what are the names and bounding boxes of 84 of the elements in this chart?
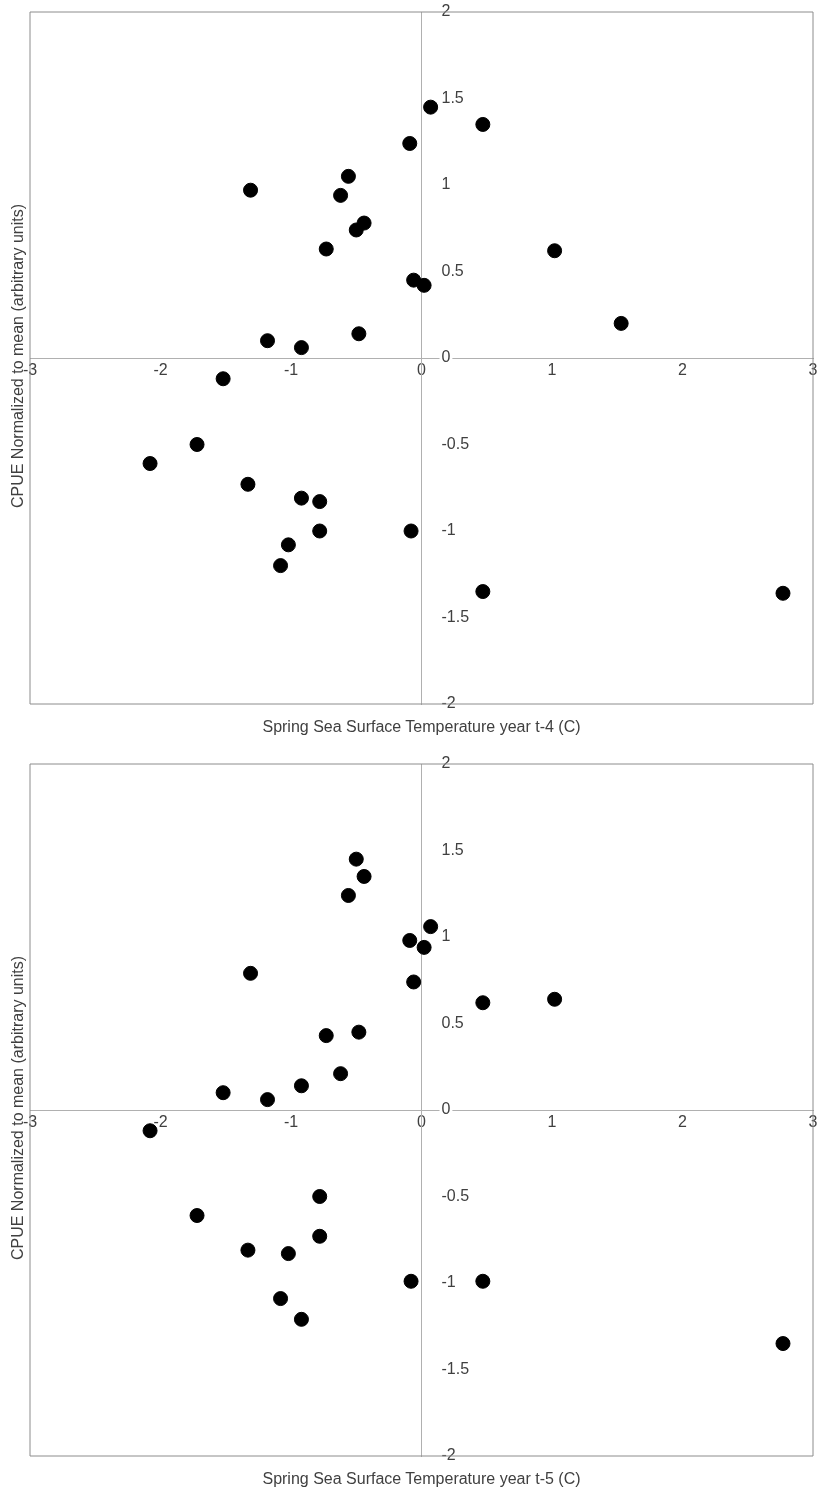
point bbox=[775, 585, 791, 601]
point bbox=[215, 1085, 231, 1101]
point bbox=[312, 523, 328, 539]
x-tick-label: -1 bbox=[283, 1113, 299, 1131]
point bbox=[423, 919, 439, 935]
y-tick-label: -1 bbox=[441, 521, 456, 539]
y-tick-label: 0 bbox=[441, 348, 451, 366]
point bbox=[340, 168, 356, 184]
point bbox=[348, 222, 364, 238]
point bbox=[293, 490, 309, 506]
point bbox=[273, 1291, 289, 1307]
point bbox=[280, 537, 296, 553]
point bbox=[416, 939, 432, 955]
y-tick-label: 0.5 bbox=[441, 261, 464, 279]
y-tick-label: -1 bbox=[441, 1273, 456, 1291]
point bbox=[775, 1336, 791, 1352]
point bbox=[613, 315, 629, 331]
y-tick-label: 1 bbox=[441, 175, 451, 193]
y-tick-label: -2 bbox=[441, 1446, 456, 1464]
point bbox=[403, 1273, 419, 1289]
y-tick-label: -2 bbox=[441, 694, 456, 712]
point bbox=[189, 1208, 205, 1224]
point bbox=[240, 476, 256, 492]
point bbox=[273, 558, 289, 574]
x-axis-title: Spring Sea Surface Temperature year t-5 (C) bbox=[261, 1470, 582, 1488]
point bbox=[312, 1228, 328, 1244]
x-tick-label: -3 bbox=[22, 1113, 38, 1131]
point bbox=[416, 277, 432, 293]
point bbox=[243, 965, 259, 981]
y-tick-label: 0.5 bbox=[441, 1013, 464, 1031]
y-tick-label: 0 bbox=[441, 1100, 451, 1118]
x-tick-label: 1 bbox=[547, 1113, 557, 1131]
point bbox=[348, 851, 364, 867]
point bbox=[293, 1311, 309, 1327]
point bbox=[402, 135, 418, 151]
point bbox=[402, 932, 418, 948]
x-tick-label: -2 bbox=[153, 361, 168, 379]
y-tick-label: 1 bbox=[441, 927, 451, 945]
point bbox=[215, 371, 231, 387]
x-tick-label: 3 bbox=[808, 361, 818, 379]
x-axis-title: Spring Sea Surface Temperature year t-4 (C) bbox=[261, 718, 582, 736]
x-tick-label: -2 bbox=[153, 1113, 168, 1131]
point bbox=[260, 333, 276, 349]
y-tick-label: 2 bbox=[441, 754, 451, 772]
y-tick-label: 1.5 bbox=[441, 88, 464, 106]
point bbox=[318, 241, 334, 257]
point bbox=[351, 1024, 367, 1040]
point bbox=[547, 991, 563, 1007]
point bbox=[356, 868, 372, 884]
y-tick-label: -0.5 bbox=[441, 434, 470, 452]
x-tick-label: 1 bbox=[547, 361, 557, 379]
point bbox=[333, 1066, 349, 1082]
x-tick-label: -1 bbox=[283, 361, 299, 379]
point bbox=[475, 584, 491, 600]
point bbox=[351, 326, 367, 342]
point bbox=[423, 99, 439, 115]
point bbox=[547, 243, 563, 259]
y-tick-label: -0.5 bbox=[441, 1186, 470, 1204]
point bbox=[312, 494, 328, 510]
point bbox=[475, 995, 491, 1011]
point bbox=[318, 1028, 334, 1044]
point bbox=[406, 974, 422, 990]
point bbox=[189, 437, 205, 452]
point bbox=[475, 1273, 491, 1289]
y-tick-label: 2 bbox=[441, 2, 451, 20]
point bbox=[333, 187, 349, 203]
point bbox=[293, 340, 309, 356]
x-tick-label: 2 bbox=[678, 361, 688, 379]
point bbox=[280, 1246, 296, 1262]
point bbox=[293, 1078, 309, 1094]
point bbox=[475, 116, 491, 132]
point bbox=[240, 1242, 256, 1258]
point bbox=[142, 456, 158, 472]
point bbox=[243, 182, 259, 198]
point bbox=[403, 523, 419, 539]
x-tick-label: 2 bbox=[678, 1113, 688, 1131]
x-tick-label: -3 bbox=[22, 361, 38, 379]
y-tick-label: 1.5 bbox=[441, 840, 464, 858]
y-tick-label: -1.5 bbox=[441, 607, 470, 625]
point bbox=[260, 1092, 276, 1108]
y-tick-label: -1.5 bbox=[441, 1359, 470, 1377]
point bbox=[340, 887, 356, 903]
x-tick-label: 3 bbox=[808, 1113, 818, 1131]
point bbox=[312, 1189, 328, 1204]
